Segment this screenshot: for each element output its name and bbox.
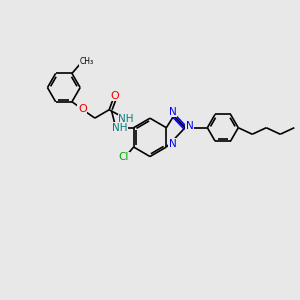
Text: N: N — [186, 121, 194, 131]
Text: N: N — [169, 139, 176, 149]
Text: NH: NH — [118, 114, 134, 124]
Text: O: O — [78, 104, 87, 114]
Text: NH: NH — [112, 123, 128, 133]
Text: CH₃: CH₃ — [79, 57, 93, 66]
Text: N: N — [169, 107, 176, 117]
Text: Cl: Cl — [119, 152, 129, 162]
Text: O: O — [111, 91, 119, 101]
